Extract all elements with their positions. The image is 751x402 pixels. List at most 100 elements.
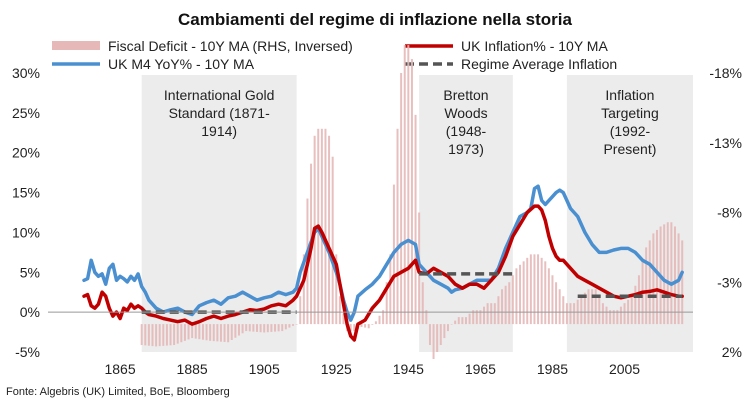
fiscal-bar-1915 xyxy=(299,296,302,325)
regime-label-1-2: (1948- xyxy=(446,123,487,139)
fiscal-bar-1952 xyxy=(432,324,435,359)
series-line-0 xyxy=(82,184,684,322)
right-tick-4: 2% xyxy=(722,344,742,360)
fiscal-bar-1873 xyxy=(147,324,150,346)
fiscal-bar-1885 xyxy=(191,324,194,339)
fiscal-bar-1909 xyxy=(277,324,280,332)
fiscal-bar-1945 xyxy=(407,45,410,325)
fiscal-bar-2008 xyxy=(634,285,637,325)
fiscal-bar-1883 xyxy=(183,324,186,341)
fiscal-bar-1914 xyxy=(295,324,298,325)
fiscal-bar-2017 xyxy=(666,222,669,325)
fiscal-bar-1947 xyxy=(414,114,417,325)
fiscal-bar-1895 xyxy=(227,324,230,343)
fiscal-bar-1907 xyxy=(270,324,273,332)
fiscal-bar-1954 xyxy=(439,324,442,346)
fiscal-bar-1904 xyxy=(259,324,262,333)
x-tick-3: 1925 xyxy=(321,361,352,377)
fiscal-bar-1908 xyxy=(274,324,277,332)
fiscal-bar-1886 xyxy=(194,324,197,339)
fiscal-bar-1901 xyxy=(248,324,251,332)
fiscal-bar-2018 xyxy=(670,222,673,325)
regime-label-1-3: 1973) xyxy=(448,141,484,157)
fiscal-bar-1876 xyxy=(158,324,161,347)
right-tick-2: -8% xyxy=(717,205,742,221)
fiscal-bar-1875 xyxy=(155,324,158,347)
left-tick-4: 15% xyxy=(12,185,40,201)
fiscal-bar-2000 xyxy=(605,306,608,325)
fiscal-bar-1966 xyxy=(483,306,486,325)
fiscal-bar-1937 xyxy=(378,315,381,325)
fiscal-bar-1982 xyxy=(540,257,543,325)
legend-swatch-0 xyxy=(52,41,100,50)
fiscal-bar-2013 xyxy=(652,233,655,325)
fiscal-bar-1936 xyxy=(374,321,377,325)
fiscal-bar-1884 xyxy=(187,324,190,340)
fiscal-bar-1973 xyxy=(508,282,511,325)
left-tick-6: 25% xyxy=(12,105,40,121)
fiscal-bar-1970 xyxy=(497,296,500,325)
fiscal-bar-1878 xyxy=(165,324,168,346)
fiscal-bar-1874 xyxy=(151,324,154,347)
fiscal-bar-1953 xyxy=(436,324,439,352)
fiscal-bar-1997 xyxy=(594,289,597,325)
fiscal-bar-1933 xyxy=(364,324,367,328)
x-tick-1: 1885 xyxy=(177,361,208,377)
fiscal-bar-1902 xyxy=(252,324,255,332)
fiscal-bar-1955 xyxy=(443,324,446,339)
fiscal-bar-1962 xyxy=(468,313,471,325)
right-tick-0: -18% xyxy=(709,65,742,81)
fiscal-bar-1977 xyxy=(522,261,525,325)
fiscal-bar-1984 xyxy=(547,268,550,325)
left-tick-5: 20% xyxy=(12,145,40,161)
x-tick-2: 1905 xyxy=(249,361,280,377)
fiscal-bar-1967 xyxy=(486,303,489,325)
fiscal-bar-1913 xyxy=(292,324,295,326)
fiscal-bar-1881 xyxy=(176,324,179,344)
fiscal-bar-1991 xyxy=(573,303,576,325)
fiscal-bar-1890 xyxy=(209,324,212,341)
fiscal-bar-1942 xyxy=(396,128,399,325)
fiscal-bar-1994 xyxy=(583,292,586,325)
fiscal-bar-1978 xyxy=(526,257,529,325)
fiscal-bar-1889 xyxy=(205,324,208,341)
fiscal-bar-1990 xyxy=(569,303,572,325)
fiscal-bar-1880 xyxy=(173,324,176,346)
fiscal-bar-1925 xyxy=(335,254,338,325)
fiscal-bar-1929 xyxy=(349,324,352,332)
fiscal-bar-1946 xyxy=(410,59,413,325)
x-tick-5: 1965 xyxy=(465,361,496,377)
fiscal-bar-1989 xyxy=(565,303,568,325)
fiscal-bar-1934 xyxy=(367,324,370,329)
fiscal-bar-1963 xyxy=(472,310,475,325)
legend-label-2: UK M4 YoY% - 10Y MA xyxy=(108,56,255,72)
fiscal-bar-1995 xyxy=(587,289,590,325)
fiscal-bar-1949 xyxy=(421,282,424,325)
x-tick-7: 2005 xyxy=(609,361,640,377)
fiscal-bar-2014 xyxy=(655,229,658,325)
x-tick-6: 1985 xyxy=(537,361,568,377)
fiscal-bar-1877 xyxy=(162,324,165,346)
fiscal-bar-1986 xyxy=(555,282,558,325)
fiscal-bar-1987 xyxy=(558,289,561,325)
chart-title: Cambiamenti del regime di inflazione nel… xyxy=(178,10,572,29)
legend-label-3: Regime Average Inflation xyxy=(461,56,617,72)
fiscal-bar-1972 xyxy=(504,285,507,325)
right-tick-1: -13% xyxy=(709,135,742,151)
fiscal-bar-1900 xyxy=(245,324,248,332)
fiscal-bar-1983 xyxy=(544,261,547,325)
fiscal-bar-1924 xyxy=(331,156,334,325)
fiscal-bar-2011 xyxy=(645,247,648,325)
regime-label-2-0: Inflation xyxy=(605,87,654,103)
fiscal-bar-1906 xyxy=(266,324,269,333)
fiscal-bar-1938 xyxy=(382,310,385,325)
x-tick-4: 1945 xyxy=(393,361,424,377)
fiscal-bar-1922 xyxy=(324,128,327,325)
regime-label-2-2: (1992- xyxy=(610,123,651,139)
fiscal-bar-1905 xyxy=(263,324,266,333)
fiscal-bar-1943 xyxy=(400,73,403,325)
fiscal-bar-1910 xyxy=(281,324,284,332)
fiscal-bar-1932 xyxy=(360,324,363,327)
fiscal-bar-1999 xyxy=(601,303,604,325)
left-tick-3: 10% xyxy=(12,224,40,240)
